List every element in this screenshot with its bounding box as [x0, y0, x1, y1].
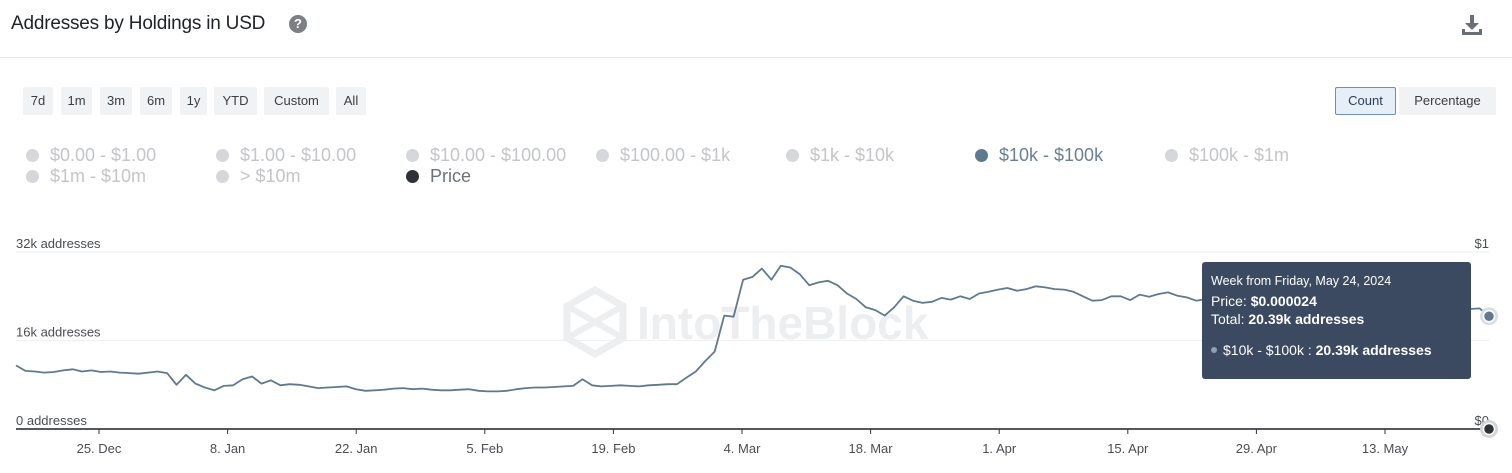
- legend-label: $10.00 - $100.00: [430, 145, 567, 165]
- watermark-text: IntoTheBlock: [637, 297, 929, 349]
- line-chart: IntoTheBlock 0 addresses 16k addresses 32k…: [15, 236, 1498, 456]
- legend-item-price[interactable]: Price: [406, 166, 471, 187]
- legend-label: $1m - $10m: [50, 166, 147, 186]
- legend-dot: [26, 170, 39, 183]
- legend-dot: [975, 149, 988, 162]
- y-tick-label: 32k addresses: [16, 236, 101, 251]
- x-axis: 25. Dec 8. Jan 22. Jan 5. Feb 19. Feb 4. Mar 1…: [77, 429, 1409, 456]
- legend-dot: [596, 149, 609, 162]
- range-button-1y[interactable]: 1y: [180, 87, 207, 115]
- y-axis-left: 0 addresses 16k addresses 32k addresses: [16, 236, 101, 428]
- range-button-3m[interactable]: 3m: [100, 87, 132, 115]
- tooltip-price-label: Price:: [1211, 293, 1247, 309]
- percentage-mode-button[interactable]: Percentage: [1399, 87, 1496, 115]
- legend-item-over-10m[interactable]: > $10m: [216, 166, 301, 187]
- x-tick-label: 18. Mar: [849, 441, 894, 456]
- legend-dot: [406, 149, 419, 162]
- range-button-1m[interactable]: 1m: [61, 87, 92, 115]
- range-button-6m[interactable]: 6m: [140, 87, 172, 115]
- legend-dot: [216, 149, 229, 162]
- x-tick-label: 19. Feb: [591, 441, 635, 456]
- legend-label: > $10m: [240, 166, 301, 186]
- tooltip-price-value: $0.000024: [1250, 293, 1317, 309]
- x-tick-label: 5. Feb: [466, 441, 503, 456]
- series-marker: [1482, 309, 1496, 323]
- legend-dot: [26, 149, 39, 162]
- x-tick-label: 25. Dec: [77, 441, 122, 456]
- legend-item-1m-10m[interactable]: $1m - $10m: [26, 166, 146, 187]
- tooltip-total: Total: 20.39k addresses: [1211, 311, 1462, 327]
- chart-header: Addresses by Holdings in USD ?: [0, 0, 1512, 58]
- x-tick-label: 22. Jan: [335, 441, 378, 456]
- legend-label: Price: [430, 166, 472, 186]
- tooltip-series-value: 20.39k addresses: [1315, 342, 1432, 358]
- y-tick-label: 0 addresses: [16, 413, 87, 428]
- watermark: IntoTheBlock: [563, 285, 929, 359]
- range-button-7d[interactable]: 7d: [23, 87, 53, 115]
- legend-item-10k-100k[interactable]: $10k - $100k: [975, 145, 1103, 166]
- legend-label: $10k - $100k: [999, 145, 1104, 165]
- y-tick-label: 16k addresses: [16, 325, 101, 340]
- tooltip-price: Price: $0.000024: [1211, 293, 1462, 309]
- x-tick-label: 4. Mar: [724, 441, 762, 456]
- x-tick-label: 29. Apr: [1236, 441, 1278, 456]
- legend-dot: [216, 170, 229, 183]
- watermark-logo-icon: [563, 285, 627, 359]
- tooltip-series-label: $10k - $100k :: [1223, 342, 1312, 358]
- legend-label: $100.00 - $1k: [620, 145, 731, 165]
- chart-tooltip: Week from Friday, May 24, 2024 Price: $0…: [1202, 262, 1471, 379]
- legend-dot: [786, 149, 799, 162]
- legend-item-100k-1m[interactable]: $100k - $1m: [1165, 145, 1289, 166]
- tooltip-series: $10k - $100k : 20.39k addresses: [1211, 342, 1462, 358]
- range-button-all[interactable]: All: [336, 87, 366, 115]
- tooltip-title: Week from Friday, May 24, 2024: [1211, 274, 1392, 288]
- count-mode-button[interactable]: Count: [1335, 87, 1396, 115]
- download-icon[interactable]: [1461, 14, 1483, 36]
- y-right-tick-label: $1: [1475, 236, 1489, 251]
- legend-dot: [406, 170, 419, 183]
- tooltip-total-value: 20.39k addresses: [1248, 311, 1365, 327]
- x-tick-label: 13. May: [1362, 441, 1409, 456]
- page-title: Addresses by Holdings in USD: [11, 13, 266, 34]
- x-tick-label: 1. Apr: [982, 441, 1017, 456]
- price-marker: [1482, 422, 1496, 436]
- range-button-ytd[interactable]: YTD: [214, 87, 257, 115]
- legend-label: $100k - $1m: [1189, 145, 1290, 165]
- tooltip-series-dot: [1211, 347, 1217, 353]
- legend-item-1-10[interactable]: $1.00 - $10.00: [216, 145, 356, 166]
- legend-dot: [1165, 149, 1178, 162]
- legend-item-0-1[interactable]: $0.00 - $1.00: [26, 145, 156, 166]
- legend-label: $0.00 - $1.00: [50, 145, 157, 165]
- tooltip-total-label: Total:: [1211, 311, 1245, 327]
- range-button-custom[interactable]: Custom: [264, 87, 329, 115]
- legend-label: $1.00 - $10.00: [240, 145, 357, 165]
- legend-item-10-100[interactable]: $10.00 - $100.00: [406, 145, 566, 166]
- legend-label: $1k - $10k: [810, 145, 895, 165]
- legend-item-1k-10k[interactable]: $1k - $10k: [786, 145, 894, 166]
- legend-item-100-1k[interactable]: $100.00 - $1k: [596, 145, 730, 166]
- x-tick-label: 8. Jan: [210, 441, 245, 456]
- x-tick-label: 15. Apr: [1107, 441, 1149, 456]
- question-circle-icon[interactable]: ?: [289, 15, 307, 33]
- y-axis-right: $0$1: [1475, 236, 1489, 428]
